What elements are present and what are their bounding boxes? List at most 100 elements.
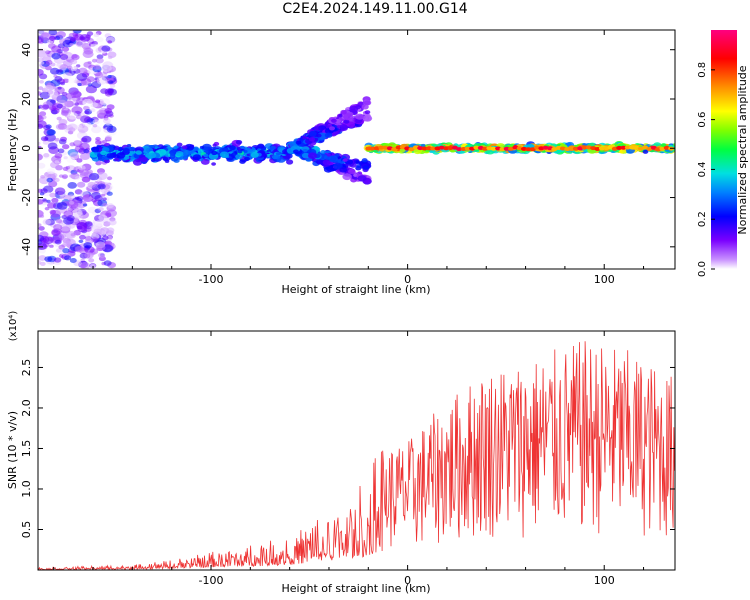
spectrogram-point bbox=[309, 130, 317, 137]
spectrogram-point bbox=[97, 156, 105, 162]
spectrogram-point bbox=[82, 194, 94, 203]
spectrogram-point bbox=[57, 148, 65, 154]
spectrogram-marks bbox=[38, 30, 675, 269]
colorbar-tick-label: 0.4 bbox=[697, 161, 708, 177]
spectrogram-point bbox=[135, 150, 142, 155]
spectrogram-point bbox=[61, 46, 70, 52]
spectrogram-point bbox=[49, 36, 56, 41]
spectrogram-point bbox=[331, 118, 337, 123]
spectrogram-y-tick-label: -20 bbox=[20, 189, 33, 207]
spectrogram-x-label: Height of straight line (km) bbox=[281, 283, 430, 296]
spectrogram-point bbox=[82, 98, 93, 107]
spectrogram-point bbox=[361, 158, 368, 163]
snr-y-tick-label: 0.5 bbox=[20, 521, 33, 539]
spectrogram-point bbox=[343, 113, 353, 121]
spectrogram-point bbox=[61, 105, 66, 109]
spectrogram-point bbox=[93, 33, 100, 38]
spectrogram-point bbox=[342, 173, 352, 181]
spectrogram-point bbox=[62, 72, 72, 80]
spectrogram-point bbox=[51, 109, 58, 115]
spectrogram-point bbox=[80, 263, 87, 269]
spectrogram-point bbox=[109, 84, 116, 88]
spectrogram-point bbox=[48, 30, 58, 36]
spectrogram-point bbox=[148, 152, 157, 159]
spectrogram-point bbox=[74, 196, 80, 200]
chart-title: C2E4.2024.149.11.00.G14 bbox=[282, 1, 468, 17]
spectrogram-point bbox=[102, 202, 108, 207]
spectrogram-point bbox=[106, 125, 117, 133]
spectrogram-point bbox=[203, 153, 209, 158]
spectrogram-point bbox=[211, 150, 218, 156]
spectrogram-point bbox=[192, 154, 201, 161]
spectrogram-point bbox=[348, 168, 356, 175]
spectrogram-point bbox=[76, 181, 86, 188]
spectrogram-point bbox=[76, 73, 88, 81]
snr-y-tick-label: 1.0 bbox=[20, 480, 33, 498]
spectrogram-point bbox=[74, 102, 80, 106]
spectrogram-point bbox=[338, 114, 343, 118]
snr-y-scale-label: (x10⁴) bbox=[8, 311, 19, 342]
spectrogram-ridge-point bbox=[473, 145, 480, 150]
spectrogram-band bbox=[286, 96, 373, 185]
spectrogram-ridge-point bbox=[421, 146, 428, 151]
spectrogram-point bbox=[320, 150, 326, 154]
spectrogram-point bbox=[38, 141, 41, 146]
spectrogram-point bbox=[90, 43, 98, 49]
spectrogram-point bbox=[326, 153, 332, 157]
spectrogram-point bbox=[38, 226, 45, 231]
spectrogram-x-tick-label: 100 bbox=[594, 273, 615, 286]
colorbar-tick-label: 0.8 bbox=[697, 62, 708, 78]
spectrogram-point bbox=[56, 218, 63, 224]
spectrogram-point bbox=[61, 174, 69, 179]
spectrogram-point bbox=[38, 57, 45, 63]
spectrogram-point bbox=[45, 124, 52, 129]
spectrogram-point bbox=[276, 152, 281, 156]
spectrogram-point bbox=[53, 224, 63, 231]
spectrogram-point bbox=[68, 127, 76, 133]
spectrogram-point bbox=[104, 108, 113, 114]
spectrogram-point bbox=[39, 91, 51, 100]
spectrogram-point bbox=[92, 124, 98, 128]
spectrogram-point bbox=[74, 246, 84, 253]
spectrogram-point bbox=[84, 251, 94, 259]
spectrogram-ridge-point bbox=[568, 146, 575, 151]
spectrogram-point bbox=[333, 162, 343, 170]
spectrogram-ridge-point bbox=[629, 145, 636, 150]
spectrogram-point bbox=[324, 132, 333, 138]
spectrogram-point bbox=[192, 146, 199, 151]
spectrogram-point bbox=[329, 126, 335, 131]
spectrogram-point bbox=[54, 239, 62, 245]
spectrogram-point bbox=[420, 143, 426, 148]
snr-frame bbox=[37, 330, 676, 571]
spectrogram-point bbox=[103, 158, 110, 164]
spectrogram-point bbox=[38, 234, 45, 242]
spectrogram-point bbox=[96, 109, 107, 117]
spectrogram-point bbox=[51, 52, 61, 60]
colorbar-ticks: 0.0 0.2 0.4 0.6 0.8 bbox=[697, 62, 715, 277]
colorbar-tick-label: 0.2 bbox=[697, 211, 708, 227]
spectrogram-point bbox=[39, 80, 44, 84]
spectrogram-point bbox=[46, 177, 53, 183]
spectrogram-point bbox=[363, 100, 371, 106]
spectrogram-point bbox=[96, 76, 108, 85]
spectrogram-point bbox=[340, 109, 347, 115]
spectrogram-ridge-point bbox=[464, 146, 471, 151]
spectrogram-ridge-point bbox=[425, 146, 432, 151]
spectrogram-point bbox=[90, 108, 96, 113]
spectrogram-point bbox=[343, 119, 350, 124]
spectrogram-point bbox=[175, 151, 184, 157]
spectrogram-point bbox=[94, 195, 103, 201]
spectrogram-point bbox=[79, 34, 91, 42]
spectrogram-point bbox=[91, 125, 102, 134]
spectrogram-point bbox=[97, 153, 102, 157]
spectrogram-point bbox=[101, 45, 111, 52]
snr-x-tick-label: 0 bbox=[404, 574, 411, 587]
spectrogram-y-label: Frequency (Hz) bbox=[6, 109, 19, 192]
spectrogram-point bbox=[322, 159, 331, 166]
spectrogram-point bbox=[88, 258, 95, 263]
snr-marks bbox=[38, 341, 675, 570]
spectrogram-point bbox=[66, 215, 75, 222]
spectrogram-band bbox=[38, 30, 118, 269]
spectrogram-ridge-point bbox=[624, 145, 631, 150]
spectrogram-point bbox=[46, 168, 56, 175]
